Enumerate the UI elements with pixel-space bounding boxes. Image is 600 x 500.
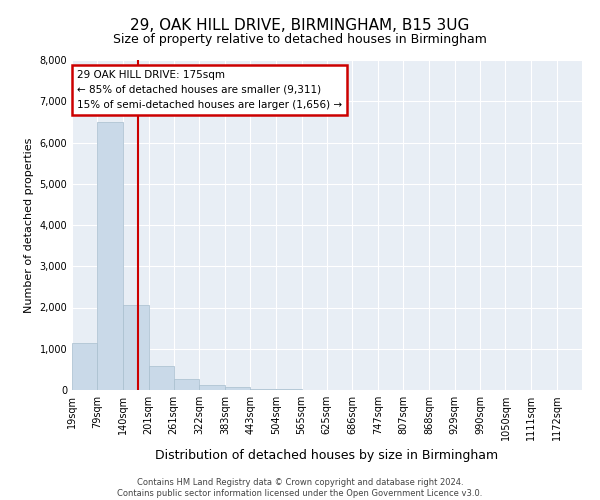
Text: Size of property relative to detached houses in Birmingham: Size of property relative to detached ho… [113, 32, 487, 46]
Bar [174, 379, 199, 390]
Bar [199, 384, 225, 390]
Text: 29, OAK HILL DRIVE, BIRMINGHAM, B15 3UG: 29, OAK HILL DRIVE, BIRMINGHAM, B15 3UG [130, 18, 470, 32]
Bar [72, 342, 97, 390]
Bar [149, 366, 174, 390]
Bar [97, 122, 123, 390]
Text: Contains HM Land Registry data © Crown copyright and database right 2024.
Contai: Contains HM Land Registry data © Crown c… [118, 478, 482, 498]
Bar [123, 306, 149, 390]
Bar [250, 388, 276, 390]
Text: 29 OAK HILL DRIVE: 175sqm
← 85% of detached houses are smaller (9,311)
15% of se: 29 OAK HILL DRIVE: 175sqm ← 85% of detac… [77, 70, 342, 110]
Bar [225, 386, 250, 390]
Y-axis label: Number of detached properties: Number of detached properties [24, 138, 34, 312]
X-axis label: Distribution of detached houses by size in Birmingham: Distribution of detached houses by size … [155, 448, 499, 462]
